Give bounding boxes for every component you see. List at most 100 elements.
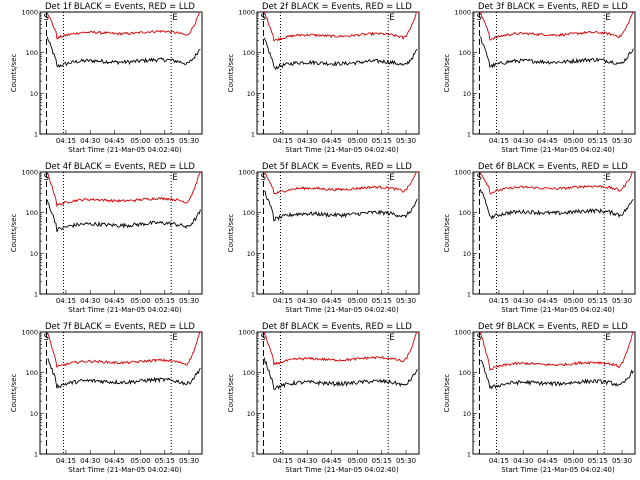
series-events [47, 358, 201, 389]
y-tick-label: 1 [467, 131, 471, 139]
y-tick-label: 1000 [21, 9, 38, 17]
panel-det-4f: Det 4f BLACK = Events, RED = LLD 1 10 100 10… [10, 162, 203, 314]
x-tick-label: 05:00 [130, 297, 150, 305]
x-axis-label: Start Time (21-Mar-05 04:02:40) [501, 466, 615, 474]
x-tick-label: 04:15 [273, 297, 293, 305]
x-tick-label: 05:00 [563, 297, 583, 305]
x-tick-label: 04:45 [104, 457, 124, 465]
start-marker-label: S [43, 13, 48, 23]
x-tick-label: 04:30 [513, 297, 533, 305]
panel-title: Det 7f BLACK = Events, RED = LLD [45, 322, 195, 332]
y-tick-label: 100 [243, 49, 255, 57]
plot-frame [256, 331, 420, 455]
series-events [46, 199, 201, 232]
panel-det-5f: Det 5f BLACK = Events, RED = LLD 1 10 100 10… [227, 162, 420, 314]
plot-frame [472, 331, 636, 455]
series-lld [479, 11, 634, 41]
y-axis-label: Counts/sec [443, 54, 451, 93]
end-marker-label: E [172, 333, 177, 343]
start-marker-label: S [260, 13, 265, 23]
x-tick-label: 04:30 [513, 137, 533, 145]
y-axis-label: Counts/sec [10, 214, 18, 253]
y-axis-label: Counts/sec [443, 374, 451, 413]
end-marker-label: E [605, 173, 610, 183]
x-tick-label: 05:00 [347, 137, 367, 145]
end-marker-label: E [389, 13, 394, 23]
panel-det-6f: Det 6f BLACK = Events, RED = LLD 1 10 100 10… [443, 162, 636, 314]
series-lld [46, 11, 201, 40]
x-tick-label: 05:15 [588, 297, 608, 305]
panel-det-3f: Det 3f BLACK = Events, RED = LLD 1 10 100 10… [443, 2, 636, 154]
end-marker-label: E [605, 333, 610, 343]
x-tick-label: 05:15 [372, 297, 392, 305]
panel-det-9f: Det 9f BLACK = Events, RED = LLD 1 10 100 10… [443, 322, 636, 474]
series-lld [263, 331, 418, 366]
x-tick-label: 05:00 [347, 457, 367, 465]
y-tick-label: 10 [463, 90, 471, 98]
x-tick-label: 04:45 [104, 297, 124, 305]
end-marker-label: E [172, 173, 177, 183]
end-marker-label: E [389, 333, 394, 343]
start-marker-label: S [476, 173, 481, 183]
plot-frame [39, 11, 203, 135]
plot-frame [39, 171, 203, 295]
x-tick-label: 05:30 [396, 137, 416, 145]
x-tick-label: 04:15 [489, 457, 509, 465]
panel-title: Det 3f BLACK = Events, RED = LLD [478, 2, 628, 12]
panel-det-8f: Det 8f BLACK = Events, RED = LLD 1 10 100 10… [227, 322, 420, 474]
x-tick-label: 05:30 [612, 457, 632, 465]
y-tick-label: 1000 [238, 9, 255, 17]
x-tick-label: 04:30 [513, 457, 533, 465]
panel-title: Det 5f BLACK = Events, RED = LLD [262, 162, 412, 172]
y-tick-label: 100 [243, 209, 255, 217]
end-marker-label: E [389, 173, 394, 183]
series-events [263, 37, 418, 71]
x-tick-label: 05:15 [372, 137, 392, 145]
start-marker-label: S [260, 173, 265, 183]
panel-title: Det 1f BLACK = Events, RED = LLD [45, 2, 195, 12]
start-marker-label: S [476, 333, 481, 343]
y-tick-label: 100 [26, 49, 38, 57]
x-tick-label: 04:15 [56, 457, 76, 465]
x-tick-label: 05:15 [155, 297, 175, 305]
y-tick-label: 1 [467, 291, 471, 299]
x-tick-label: 04:45 [321, 457, 341, 465]
x-tick-label: 04:15 [56, 137, 76, 145]
x-tick-label: 05:15 [588, 457, 608, 465]
x-axis-label: Start Time (21-Mar-05 04:02:40) [285, 466, 399, 474]
y-tick-label: 1 [467, 451, 471, 459]
y-tick-label: 1 [34, 451, 38, 459]
series-lld [263, 171, 418, 195]
y-tick-label: 10 [463, 250, 471, 258]
x-tick-label: 05:15 [155, 457, 175, 465]
y-tick-label: 100 [26, 369, 38, 377]
x-tick-label: 04:30 [80, 297, 100, 305]
x-tick-label: 05:30 [179, 297, 199, 305]
plot-frame [472, 11, 636, 135]
x-axis-label: Start Time (21-Mar-05 04:02:40) [501, 306, 615, 314]
start-marker-label: S [43, 333, 48, 343]
y-tick-label: 1 [251, 451, 255, 459]
x-tick-label: 05:00 [130, 137, 150, 145]
x-axis-label: Start Time (21-Mar-05 04:02:40) [285, 146, 399, 154]
x-tick-label: 05:30 [179, 457, 199, 465]
end-marker-label: E [172, 13, 177, 23]
x-tick-label: 04:45 [537, 137, 557, 145]
panel-title: Det 9f BLACK = Events, RED = LLD [478, 322, 628, 332]
y-tick-label: 1000 [238, 329, 255, 337]
y-axis-label: Counts/sec [443, 214, 451, 253]
x-tick-label: 05:30 [612, 137, 632, 145]
y-tick-label: 100 [459, 209, 471, 217]
y-tick-label: 10 [247, 250, 255, 258]
x-tick-label: 04:15 [56, 297, 76, 305]
x-tick-label: 04:15 [489, 297, 509, 305]
y-tick-label: 10 [30, 250, 38, 258]
x-tick-label: 05:15 [372, 457, 392, 465]
x-axis-label: Start Time (21-Mar-05 04:02:40) [68, 146, 182, 154]
x-tick-label: 04:30 [80, 457, 100, 465]
y-axis-label: Counts/sec [10, 54, 18, 93]
y-tick-label: 10 [463, 410, 471, 418]
x-tick-label: 04:15 [273, 137, 293, 145]
y-tick-label: 100 [243, 369, 255, 377]
